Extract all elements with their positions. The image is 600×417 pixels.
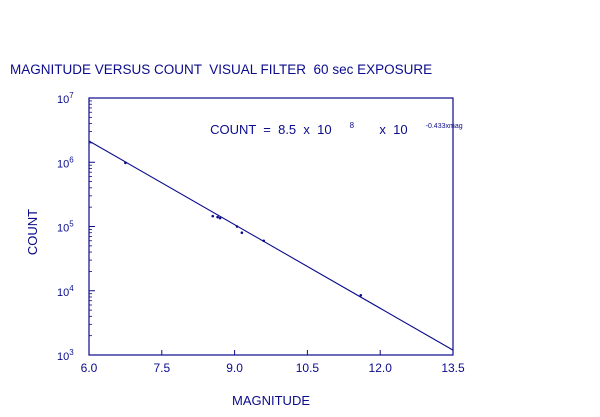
- x-tick-label: 13.5: [441, 361, 465, 375]
- data-point: [359, 293, 363, 297]
- y-tick-label: 104: [57, 284, 74, 299]
- y-axis-label: COUNT: [25, 209, 40, 255]
- y-tick-base: 10: [57, 223, 69, 235]
- y-tick-exponent: 4: [69, 284, 74, 293]
- x-tick-label: 9.0: [226, 361, 243, 375]
- data-point: [216, 215, 219, 219]
- y-tick-label: 107: [57, 91, 74, 106]
- x-axis-ticks: 6.0 7.5 9.0 10.5 12.0 13.5: [81, 350, 465, 375]
- x-axis-label: MAGNITUDE: [232, 393, 310, 408]
- y-tick-base: 10: [57, 94, 69, 106]
- data-point: [240, 231, 244, 235]
- y-tick-label: 103: [57, 348, 74, 363]
- y-tick-base: 10: [57, 287, 69, 299]
- y-tick-exponent: 3: [69, 348, 74, 357]
- annotation-prefix: COUNT = 8.5 x 10: [210, 122, 332, 137]
- y-tick-label: 105: [57, 220, 74, 235]
- x-tick-label: 7.5: [153, 361, 170, 375]
- annotation-middle-exp: -0.433xmag: [426, 123, 463, 130]
- y-tick-label: 106: [57, 155, 74, 170]
- annotation-formula: COUNT = 8.5 x 10 8 x 10 -0.433xmag: [192, 116, 473, 137]
- x-tick-label: 6.0: [81, 361, 98, 375]
- y-tick-base: 10: [57, 158, 69, 170]
- fit-line: [88, 140, 454, 351]
- annotation-middle: x 10: [372, 122, 407, 137]
- y-tick-base: 10: [57, 351, 69, 363]
- annotation-prefix-exp: 8: [350, 121, 355, 130]
- y-tick-exponent: 6: [69, 155, 74, 164]
- data-point: [211, 214, 215, 218]
- y-tick-exponent: 7: [69, 91, 74, 100]
- chart-title: MAGNITUDE VERSUS COUNT VISUAL FILTER 60 …: [10, 62, 432, 77]
- y-tick-exponent: 5: [69, 220, 74, 229]
- series-layer: [88, 140, 454, 351]
- x-tick-label: 10.5: [296, 361, 320, 375]
- x-tick-label: 12.0: [369, 361, 393, 375]
- data-point: [218, 216, 222, 220]
